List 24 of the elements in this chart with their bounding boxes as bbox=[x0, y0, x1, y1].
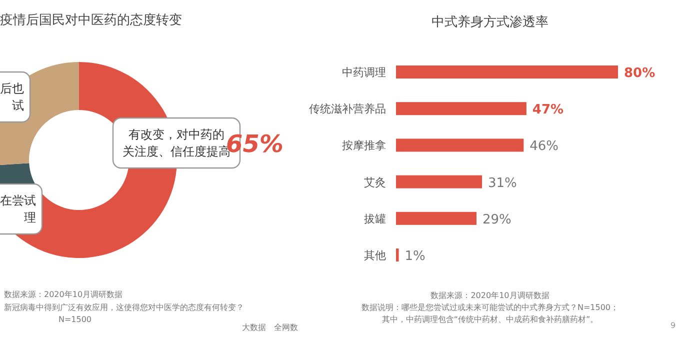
data-label: 29% bbox=[482, 212, 512, 228]
chart-title: 中式养身方式渗透率 bbox=[432, 14, 548, 30]
text: 新冠病毒中得到广泛有效应用，这使得您对中医学的态度有何转变？ bbox=[4, 303, 244, 312]
y-tick-label: 拔罐 bbox=[364, 212, 386, 226]
slice-label: 后也试 bbox=[0, 82, 24, 112]
text: 大数据 全网数 bbox=[242, 323, 298, 332]
text: 数据说明：哪些是您尝试过或未来可能尝试的中式养身方式？N=1500； bbox=[361, 303, 619, 312]
text: 其中，中药调理包含“传统中药材、中成药和食补药膳药材”。 bbox=[382, 315, 598, 324]
data-label: 1% bbox=[404, 249, 426, 264]
text: N=1500 bbox=[58, 315, 92, 324]
data-label: 46% bbox=[530, 139, 559, 154]
y-tick-label: 艾灸 bbox=[364, 176, 386, 189]
chart-title: 疫情后国民对中医药的态度转变 bbox=[0, 12, 182, 28]
y-tick-label: 其他 bbox=[364, 249, 386, 262]
source-note: 数据来源：2020年10月调研数据 bbox=[430, 291, 550, 300]
slice-label: 在尝试理 bbox=[0, 194, 36, 224]
y-tick-label: 中药调理 bbox=[342, 66, 386, 79]
source-note: 数据来源：2020年10月调研数据 bbox=[4, 290, 123, 299]
data-label: 31% bbox=[488, 176, 517, 191]
data-label: 80% bbox=[624, 66, 656, 81]
data-label: 47% bbox=[532, 102, 564, 118]
text: 9 bbox=[670, 321, 676, 330]
y-tick-label: 传统滋补营养品 bbox=[309, 102, 386, 116]
y-tick-label: 按摩推拿 bbox=[342, 139, 386, 152]
